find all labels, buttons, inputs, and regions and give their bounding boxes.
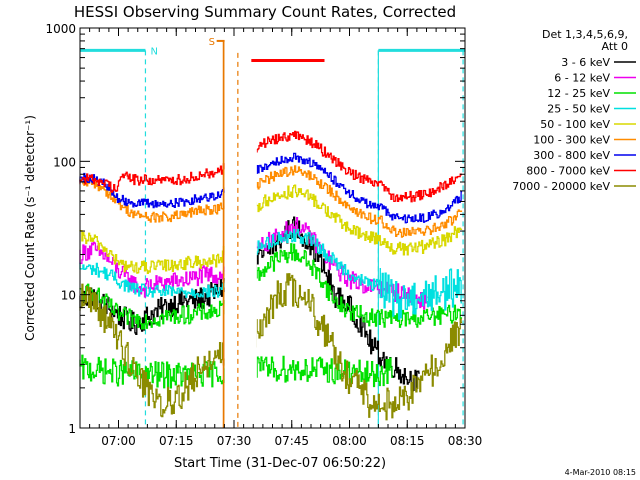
x-tick-label: 08:00 [332, 434, 367, 448]
y-tick-label: 100 [53, 155, 76, 169]
legend-entry-label: 300 - 800 keV [533, 149, 610, 162]
series-layer [79, 29, 463, 428]
legend-entry-label: 7000 - 20000 keV [512, 180, 610, 193]
chart-title: HESSI Observing Summary Count Rates, Cor… [74, 3, 456, 21]
legend-entry-label: 12 - 25 keV [547, 87, 610, 100]
legend-entry-label: 50 - 100 keV [540, 118, 610, 131]
x-tick-label: 07:30 [217, 434, 252, 448]
series-line-100-300-kev [79, 165, 463, 238]
legend-entry-label: 6 - 12 keV [554, 72, 610, 85]
legend-header-att: Att 0 [602, 40, 628, 53]
x-tick-label: 07:00 [101, 434, 136, 448]
x-tick-label: 08:15 [390, 434, 425, 448]
legend-entry-label: 25 - 50 keV [547, 103, 610, 116]
y-tick-label: 10 [61, 289, 76, 303]
saa-label: S [209, 37, 215, 48]
legend: Det 1,3,4,5,6,9,Att 0 3 - 6 keV 6 - 12 keV… [512, 28, 636, 193]
series-line-800-7000-kev [79, 130, 463, 203]
x-tick-label: 07:15 [159, 434, 194, 448]
series-line-25-50-kev-tail- [379, 268, 463, 320]
series-line-7000-20000-kev [79, 273, 463, 421]
legend-entry-label: 3 - 6 keV [561, 56, 610, 69]
legend-entry-label: 800 - 7000 keV [526, 165, 610, 178]
legend-entry-label: 100 - 300 keV [533, 134, 610, 147]
x-tick-label: 08:30 [448, 434, 483, 448]
footer-date: 4-Mar-2010 08:15 [565, 468, 636, 477]
series-line-50-100-kev [79, 184, 463, 274]
data-gap-mask [224, 29, 257, 427]
x-tick-label: 07:45 [274, 434, 309, 448]
y-axis-label: Corrected Count Rate (s⁻¹ detector⁻¹) [23, 115, 37, 341]
night-label: N [150, 46, 157, 57]
legend-header: Det 1,3,4,5,6,9, [542, 28, 628, 41]
axes-layer: 07:00 07:15 07:30 07:45 08:00 08:15 08:30 1 10 10… [45, 22, 482, 448]
y-tick-label: 1 [68, 422, 76, 436]
series-line-300-800-kev [79, 152, 463, 224]
y-tick-label: 1000 [45, 22, 76, 36]
x-axis-label: Start Time (31-Dec-07 06:50:22) [174, 456, 386, 471]
